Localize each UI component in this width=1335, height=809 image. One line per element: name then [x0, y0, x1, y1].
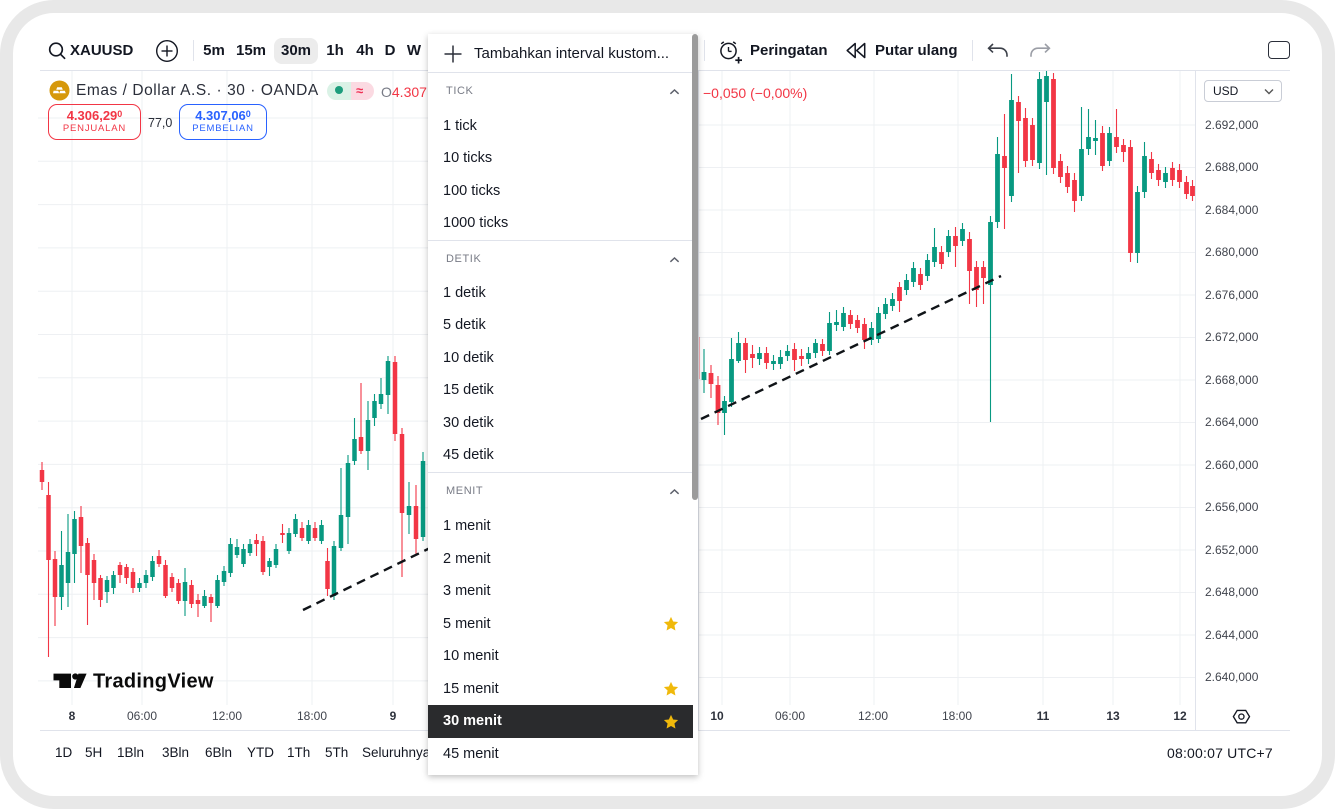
svg-text:TradingView: TradingView [93, 671, 214, 693]
